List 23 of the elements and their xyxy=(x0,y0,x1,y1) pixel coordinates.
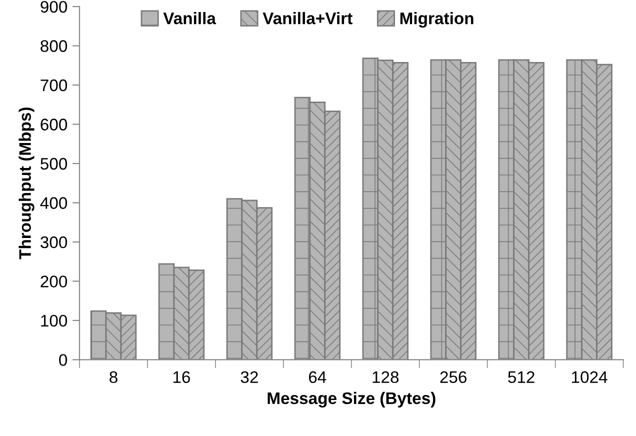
y-tick-label: 700 xyxy=(40,79,68,92)
x-axis-title: Message Size (Bytes) xyxy=(268,392,436,408)
legend-label: Vanilla xyxy=(163,12,216,24)
x-tick-label: 16 xyxy=(173,371,190,384)
y-tick-label: 0 xyxy=(59,354,68,366)
y-tick-label: 400 xyxy=(40,197,68,209)
y-tick-label: 800 xyxy=(40,40,68,52)
x-tick-label: 8 xyxy=(110,371,118,384)
y-tick-label: 600 xyxy=(40,118,68,130)
y-tick-label: 500 xyxy=(40,158,68,170)
x-tick-label: 1024 xyxy=(572,371,608,384)
x-tick-label: 512 xyxy=(508,371,534,384)
x-tick-label: 128 xyxy=(372,371,399,384)
y-tick-label: 900 xyxy=(40,0,68,13)
legend-label: Migration xyxy=(400,12,474,28)
y-tick-label: 300 xyxy=(40,236,68,248)
x-tick-label: 32 xyxy=(240,371,258,384)
y-tick-label: 100 xyxy=(41,314,68,327)
x-tick-label: 256 xyxy=(440,371,467,384)
y-tick-label: 200 xyxy=(40,276,68,288)
legend-label: Vanilla+Virt xyxy=(262,12,352,24)
x-tick-label: 64 xyxy=(308,371,326,384)
y-axis-title: Throughput (Mbps) xyxy=(18,108,34,260)
